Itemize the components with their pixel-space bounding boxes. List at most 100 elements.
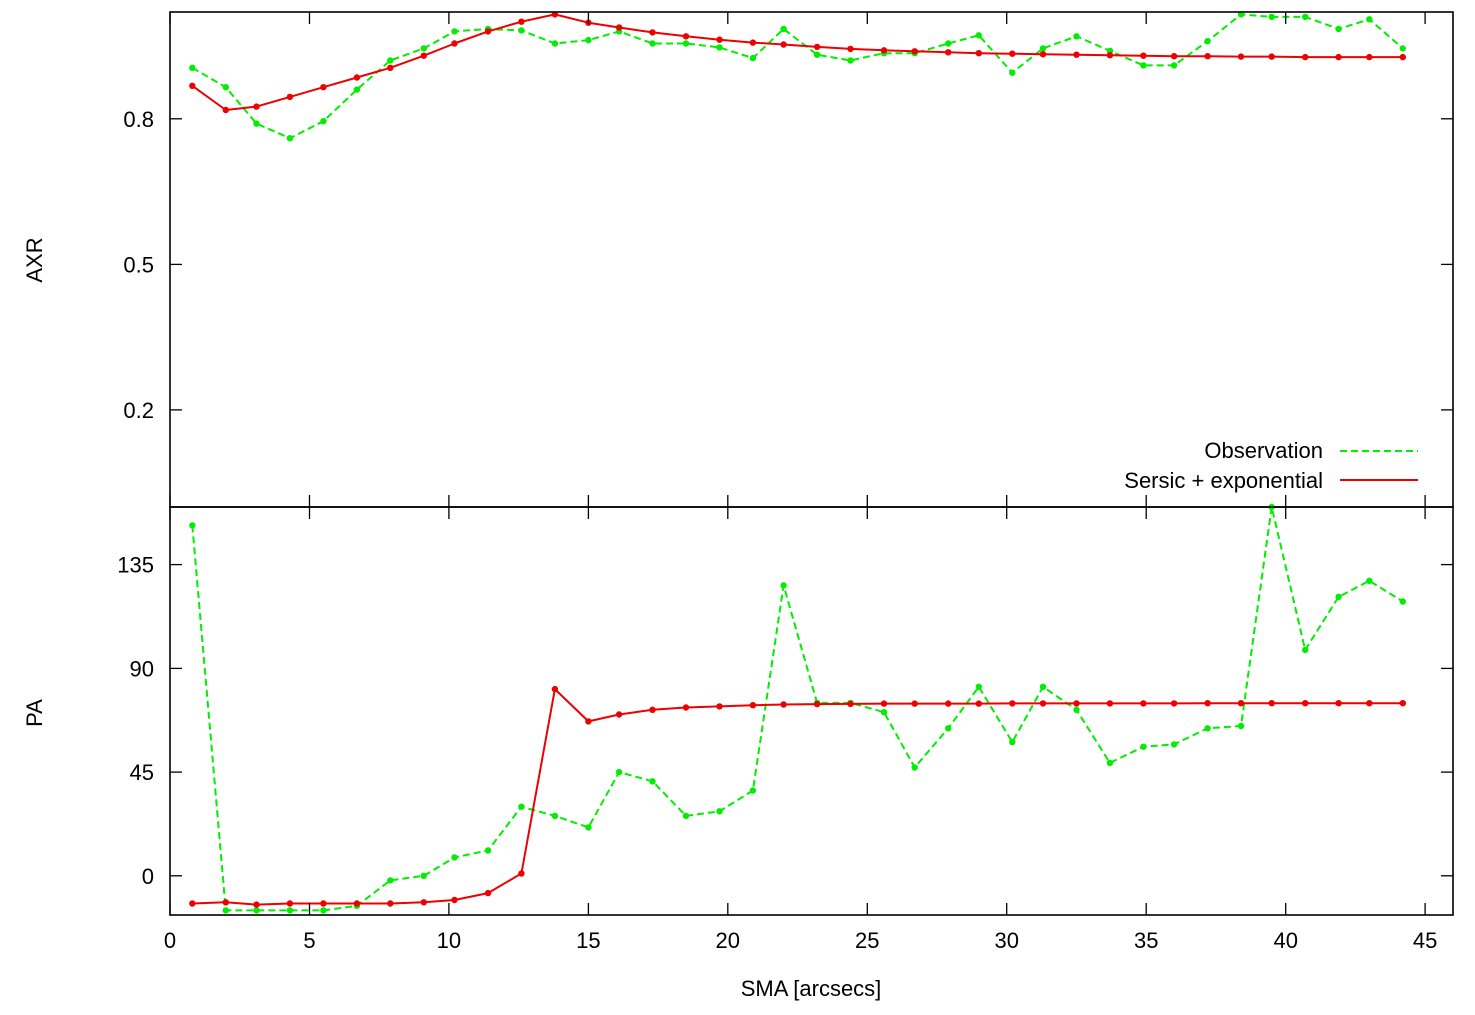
pa-point-observation-4 bbox=[320, 907, 327, 914]
pa-point-sersic-35 bbox=[1335, 700, 1342, 707]
axr-point-observation-34 bbox=[1302, 13, 1309, 21]
axr-ticks: 0.2 0.5 0.8 bbox=[123, 12, 1453, 507]
pa-xtick-label-3: 15 bbox=[576, 928, 600, 953]
axr-point-sersic-19 bbox=[813, 43, 821, 51]
pa-ticks: 0 45 90 135 0 5 10 15 20 25 30 35 40 45 bbox=[117, 507, 1453, 953]
axr-point-sersic-9 bbox=[484, 28, 492, 35]
axr-series-line-observation bbox=[191, 13, 1404, 140]
axr-point-observation-33 bbox=[1268, 13, 1275, 21]
axr-ytick-label-1: 0.5 bbox=[123, 252, 154, 277]
pa-point-observation-7 bbox=[420, 872, 427, 879]
pa-xtick-label-9: 45 bbox=[1413, 928, 1437, 953]
pa-axis-label: PA bbox=[22, 699, 47, 727]
pa-point-observation-37 bbox=[1399, 598, 1407, 605]
pa-point-sersic-23 bbox=[945, 700, 952, 707]
pa-point-sersic-18 bbox=[780, 701, 787, 708]
pa-point-sersic-24 bbox=[975, 700, 982, 707]
pa-point-sersic-36 bbox=[1366, 700, 1373, 707]
pa-point-observation-13 bbox=[615, 768, 623, 776]
pa-point-sersic-14 bbox=[649, 706, 656, 713]
axr-point-observation-15 bbox=[682, 40, 690, 47]
axr-point-observation-2 bbox=[253, 120, 260, 127]
axr-point-observation-36 bbox=[1366, 16, 1373, 23]
axr-point-sersic-34 bbox=[1302, 53, 1309, 61]
pa-point-observation-32 bbox=[1237, 722, 1245, 730]
axr-point-sersic-24 bbox=[975, 50, 982, 57]
pa-point-observation-24 bbox=[975, 683, 982, 690]
pa-ytick-label-1: 45 bbox=[130, 760, 154, 785]
axr-point-sersic-25 bbox=[1009, 50, 1016, 57]
axr-point-sersic-1 bbox=[222, 106, 229, 114]
pa-panel: 0 45 90 135 0 5 10 15 20 25 30 35 40 45 PA SMA [arcse… bbox=[22, 503, 1454, 1001]
axr-point-sersic-32 bbox=[1237, 53, 1245, 60]
axr-point-sersic-36 bbox=[1366, 53, 1373, 61]
axr-point-sersic-29 bbox=[1140, 52, 1147, 59]
pa-point-sersic-2 bbox=[253, 901, 260, 908]
axr-point-observation-4 bbox=[320, 118, 327, 125]
pa-point-sersic-33 bbox=[1268, 700, 1275, 707]
pa-point-sersic-19 bbox=[813, 700, 821, 708]
pa-point-sersic-5 bbox=[353, 900, 361, 907]
pa-point-observation-27 bbox=[1073, 706, 1080, 713]
pa-xtick-label-4: 20 bbox=[716, 928, 740, 953]
pa-point-sersic-3 bbox=[286, 900, 294, 907]
x-axis-label: SMA [arcsecs] bbox=[741, 976, 882, 1001]
pa-point-sersic-1 bbox=[222, 899, 229, 906]
pa-point-sersic-30 bbox=[1170, 700, 1178, 707]
pa-point-observation-12 bbox=[585, 824, 592, 831]
pa-point-sersic-20 bbox=[847, 700, 854, 708]
axr-point-sersic-27 bbox=[1073, 51, 1080, 58]
pa-point-sersic-9 bbox=[484, 889, 492, 897]
pa-point-observation-21 bbox=[880, 709, 888, 716]
pa-point-observation-0 bbox=[189, 522, 196, 529]
axr-panel: 0.2 0.5 0.8 AXR Observation Sersic + expon… bbox=[22, 11, 1454, 508]
axr-point-sersic-35 bbox=[1335, 53, 1342, 61]
axr-ytick-label-2: 0.8 bbox=[123, 107, 154, 132]
axr-point-sersic-20 bbox=[847, 45, 854, 53]
axr-point-observation-24 bbox=[975, 32, 982, 39]
axr-point-sersic-14 bbox=[649, 29, 656, 36]
pa-xtick-label-8: 40 bbox=[1273, 928, 1297, 953]
axr-point-sersic-28 bbox=[1106, 52, 1114, 59]
pa-xtick-label-7: 35 bbox=[1134, 928, 1158, 953]
axr-point-sersic-13 bbox=[615, 24, 623, 31]
axr-point-observation-30 bbox=[1170, 62, 1178, 69]
axr-point-observation-27 bbox=[1073, 33, 1080, 40]
axr-point-observation-17 bbox=[749, 54, 757, 62]
pa-xtick-label-0: 0 bbox=[164, 928, 176, 953]
pa-xtick-label-2: 10 bbox=[437, 928, 461, 953]
pa-point-observation-34 bbox=[1302, 646, 1309, 654]
axr-point-sersic-8 bbox=[451, 40, 458, 47]
pa-ytick-label-2: 90 bbox=[130, 656, 154, 681]
pa-xtick-label-6: 30 bbox=[994, 928, 1018, 953]
axr-axis-label: AXR bbox=[22, 237, 47, 282]
axr-point-observation-25 bbox=[1009, 69, 1016, 76]
axr-point-sersic-15 bbox=[682, 33, 690, 40]
axr-point-sersic-23 bbox=[945, 49, 952, 56]
pa-point-sersic-28 bbox=[1106, 700, 1114, 707]
axr-plot-frame bbox=[169, 11, 1454, 508]
axr-point-observation-0 bbox=[189, 64, 196, 72]
axr-point-observation-8 bbox=[451, 28, 458, 35]
axr-point-sersic-17 bbox=[749, 39, 757, 46]
axr-point-observation-23 bbox=[945, 40, 952, 47]
pa-point-observation-36 bbox=[1366, 577, 1373, 584]
axr-point-observation-16 bbox=[716, 44, 723, 51]
axr-series-line-sersic bbox=[191, 13, 1403, 111]
pa-point-sersic-32 bbox=[1237, 700, 1245, 707]
pa-point-sersic-22 bbox=[911, 700, 918, 707]
axr-point-sersic-6 bbox=[387, 64, 394, 72]
axr-point-observation-11 bbox=[551, 40, 559, 47]
pa-point-sersic-26 bbox=[1039, 700, 1047, 707]
axr-series-layer bbox=[189, 11, 1407, 142]
pa-point-observation-9 bbox=[484, 847, 492, 854]
legend-entry-observation: Observation bbox=[1204, 438, 1418, 463]
pa-point-sersic-0 bbox=[189, 900, 196, 907]
axr-point-observation-6 bbox=[387, 57, 394, 64]
pa-point-observation-35 bbox=[1335, 593, 1342, 601]
pa-point-sersic-37 bbox=[1399, 700, 1407, 707]
pa-point-observation-15 bbox=[682, 812, 690, 820]
axr-point-sersic-2 bbox=[253, 103, 260, 110]
axr-point-sersic-21 bbox=[880, 47, 888, 54]
